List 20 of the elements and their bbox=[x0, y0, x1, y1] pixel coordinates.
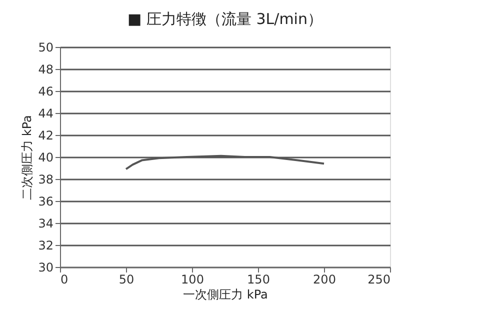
x-tick-label: 200 bbox=[313, 272, 336, 286]
x-tick-label: 100 bbox=[181, 272, 204, 286]
x-tick-label: 0 bbox=[60, 272, 68, 286]
x-tick-label: 150 bbox=[247, 272, 270, 286]
chart-title: ■ 圧力特徴（流量 3L/min） bbox=[128, 10, 322, 28]
y-tick-label: 36 bbox=[38, 194, 54, 208]
y-tick-label: 34 bbox=[38, 216, 54, 230]
y-tick-label: 50 bbox=[38, 40, 54, 54]
y-axis-title: 二次側圧力 kPa bbox=[20, 115, 34, 200]
y-tick-label: 40 bbox=[38, 150, 54, 164]
y-tick-label: 44 bbox=[38, 106, 54, 120]
y-tick-label: 42 bbox=[38, 128, 54, 142]
y-tick-label: 32 bbox=[38, 238, 54, 252]
x-axis-title: 一次側圧力 kPa bbox=[183, 288, 268, 302]
y-tick-label: 38 bbox=[38, 172, 54, 186]
x-tick-label: 250 bbox=[368, 272, 390, 286]
x-tick-label: 50 bbox=[118, 272, 134, 286]
y-tick-label: 30 bbox=[38, 260, 54, 274]
y-tick-label: 48 bbox=[38, 62, 54, 76]
y-tick-label: 46 bbox=[38, 84, 54, 98]
